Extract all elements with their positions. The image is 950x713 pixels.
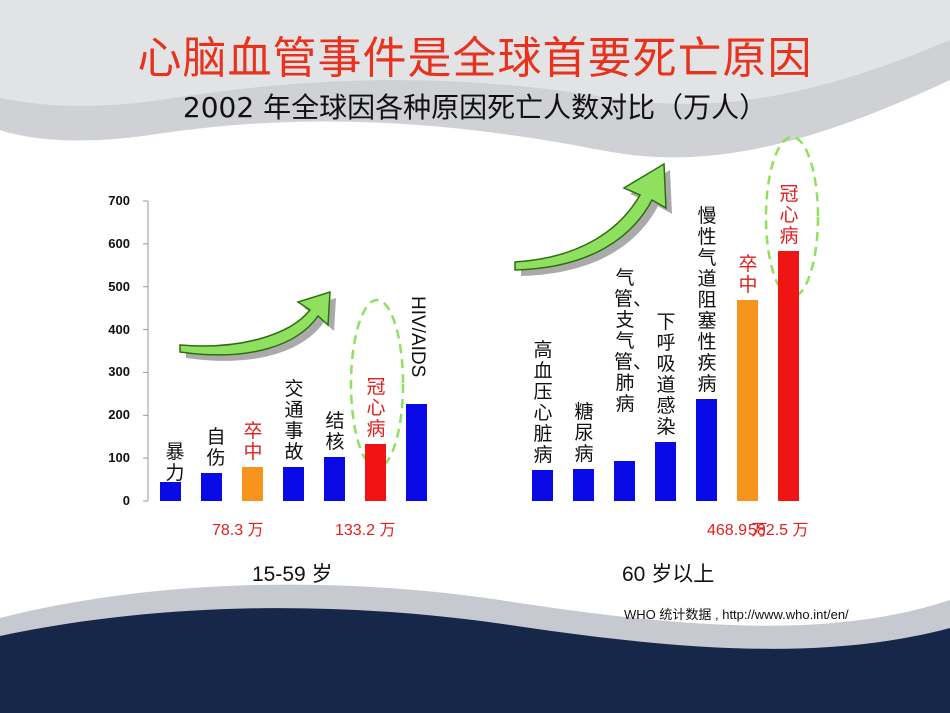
bar-label: 冠心病 bbox=[366, 375, 386, 440]
y-tick-label: 100 bbox=[108, 450, 130, 466]
source-note: WHO 统计数据 , http://www.who.int/en/ bbox=[624, 607, 849, 622]
bar-0-3 bbox=[283, 466, 304, 501]
value-annotation: 78.3 万 bbox=[212, 522, 264, 539]
y-tick-label: 300 bbox=[108, 364, 130, 380]
page-title: 心脑血管事件是全球首要死亡原因 bbox=[137, 33, 813, 84]
bar-label: 高血压心脏病 bbox=[533, 338, 553, 466]
bar-label: 自伤 bbox=[206, 425, 226, 469]
bar-0-4 bbox=[324, 456, 345, 501]
bar-1-2 bbox=[614, 461, 635, 501]
bar-label: 糖尿病 bbox=[574, 401, 594, 466]
bar-label: 暴力 bbox=[165, 440, 185, 484]
y-tick-label: 600 bbox=[108, 235, 130, 251]
bar-1-4 bbox=[696, 399, 717, 501]
value-annotation: 582.5 万 bbox=[748, 522, 809, 539]
trend-arrow-right bbox=[514, 162, 672, 276]
bar-0-6 bbox=[406, 404, 427, 501]
bar-1-0 bbox=[532, 469, 553, 501]
bar-0-1 bbox=[201, 472, 222, 501]
bar-label: 冠心病 bbox=[779, 183, 799, 248]
bar-0-5 bbox=[365, 443, 386, 501]
y-tick-label: 500 bbox=[108, 278, 130, 294]
bar-label: 下呼吸道感染 bbox=[656, 310, 676, 438]
y-tick-label: 700 bbox=[108, 193, 130, 208]
group-label: 60 岁以上 bbox=[622, 563, 715, 586]
bar-1-6 bbox=[778, 251, 799, 501]
bar-label: 结核 bbox=[325, 409, 345, 453]
bar-1-5 bbox=[737, 300, 758, 501]
y-tick-label: 400 bbox=[108, 321, 130, 337]
chart-subtitle: 2002 年全球因各种原因死亡人数对比（万人） bbox=[182, 91, 768, 124]
value-annotation: 468.9 万 bbox=[707, 522, 768, 539]
value-annotation: 133.2 万 bbox=[335, 522, 396, 539]
trend-arrow-left bbox=[179, 290, 336, 361]
bar-1-1 bbox=[573, 469, 594, 501]
bar-label: 卒中 bbox=[243, 420, 263, 464]
bar-1-3 bbox=[655, 441, 676, 501]
bar-0-0 bbox=[160, 481, 181, 501]
highlight-ellipse-right bbox=[764, 135, 820, 299]
bar-0-2 bbox=[242, 467, 263, 501]
bar-label: 气管、支气管、肺病 bbox=[614, 267, 653, 416]
bar-label: 卒中 bbox=[738, 253, 758, 297]
y-tick-label: 0 bbox=[122, 493, 130, 508]
bar-label: 慢性气道阻塞性疾病 bbox=[697, 205, 717, 395]
bar-label: 交通事故 bbox=[284, 377, 304, 463]
bar-label: HIV/AIDS bbox=[407, 296, 428, 378]
group-label: 15-59 岁 bbox=[252, 563, 333, 586]
y-tick-label: 200 bbox=[108, 407, 130, 423]
